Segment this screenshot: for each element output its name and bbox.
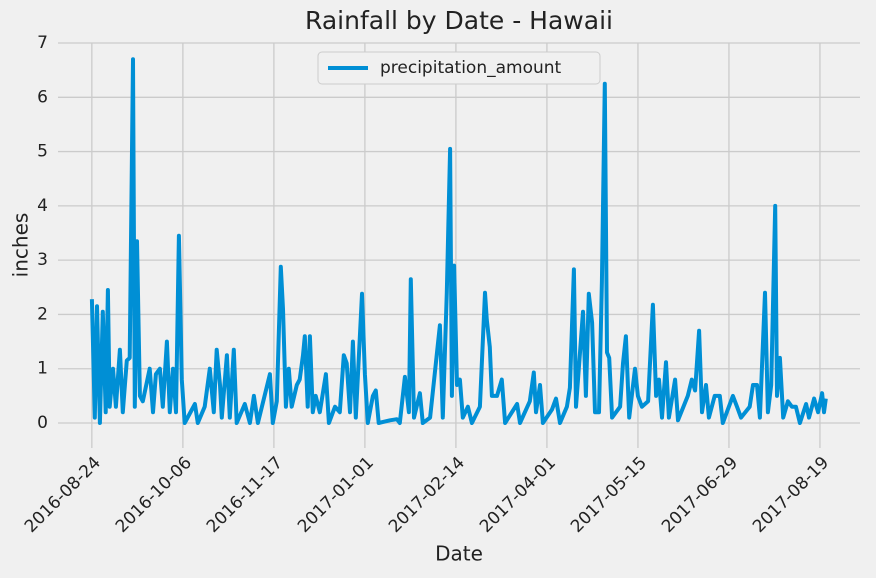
y-axis-label: inches: [9, 213, 33, 278]
y-tick-label: 6: [37, 87, 48, 107]
y-tick-label: 2: [37, 304, 48, 324]
x-axis-label: Date: [435, 542, 483, 566]
chart-title: Rainfall by Date - Hawaii: [305, 6, 613, 35]
y-tick-label: 0: [37, 413, 48, 433]
y-tick-label: 4: [37, 196, 48, 216]
y-tick-label: 7: [37, 33, 48, 53]
y-tick-label: 5: [37, 142, 48, 162]
data-line: [89, 57, 828, 425]
y-tick-label: 3: [37, 250, 48, 270]
legend: precipitation_amount: [317, 51, 601, 85]
legend-box: [317, 51, 601, 85]
y-tick-label: 1: [37, 359, 48, 379]
legend-label: precipitation_amount: [380, 58, 562, 78]
